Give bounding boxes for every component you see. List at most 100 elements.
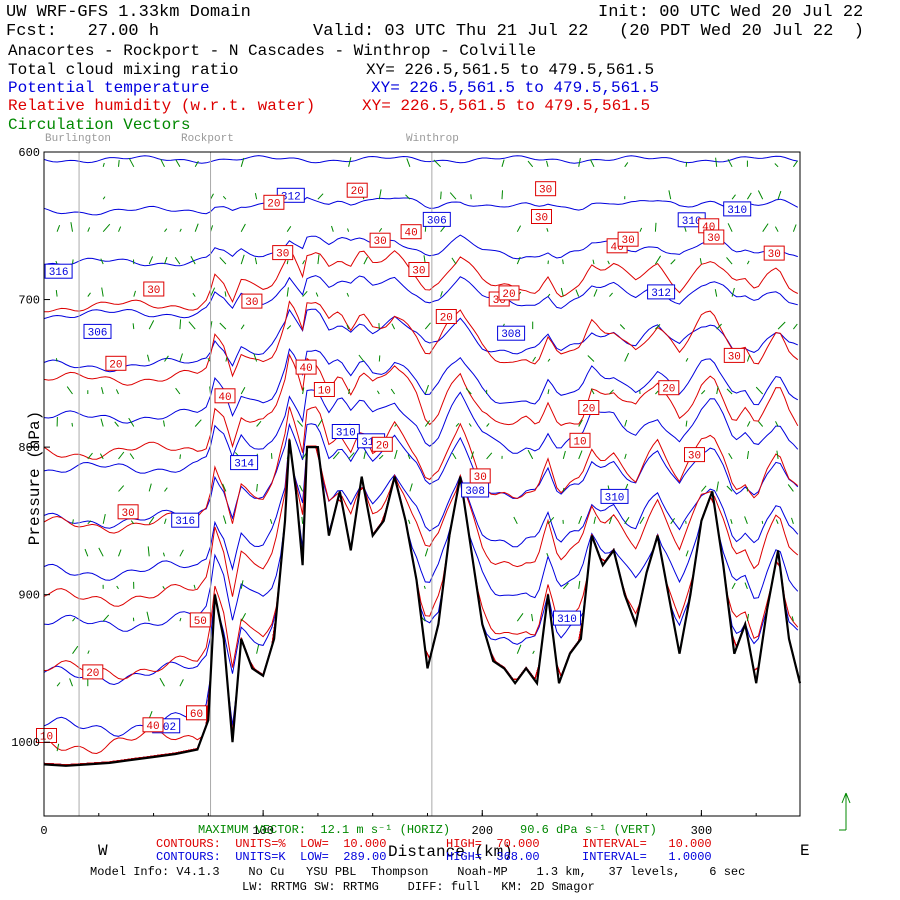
theta-contour-3 xyxy=(43,275,798,320)
rh-label-24: 30 xyxy=(535,181,557,197)
vector-arrow-181 xyxy=(468,423,472,427)
vector-arrow-108 xyxy=(254,193,258,200)
rh-label-box xyxy=(369,232,391,248)
vector-arrow-297 xyxy=(777,321,786,330)
rh-label-box xyxy=(143,281,165,297)
vector-arrow-264 xyxy=(715,157,718,167)
rh-label-box xyxy=(469,468,491,484)
rh-label-12: 40 xyxy=(295,359,317,375)
vector-arrow-276 xyxy=(726,485,733,492)
vector-arrow-39 xyxy=(118,451,125,460)
vector-arrow-210 xyxy=(547,389,550,395)
vector-arrow-125 xyxy=(302,387,305,395)
vector-arrow-64 xyxy=(163,420,165,427)
rh-label-32: 30 xyxy=(703,229,725,245)
vector-arrow-136 xyxy=(332,451,340,460)
vector-arrow-12 xyxy=(72,617,76,622)
vector-arrow-31 xyxy=(102,513,106,524)
vector-arrow-225 xyxy=(589,159,595,168)
rh-label-box xyxy=(535,181,557,197)
theta-contour-high: HIGH= 368.00 xyxy=(446,850,540,864)
theta-contour-6 xyxy=(43,389,799,474)
vector-arrow-247 xyxy=(654,222,657,232)
vector-arrow-258 xyxy=(685,420,688,427)
vector-arrow-213 xyxy=(562,259,564,265)
vector-arrow-11 xyxy=(72,519,74,524)
vector-arrow-145 xyxy=(363,256,368,265)
vector-arrow-284 xyxy=(746,451,749,459)
vector-arrow-9 xyxy=(66,386,73,395)
vector-arrow-226 xyxy=(592,259,595,265)
vector-arrow-303 xyxy=(793,323,798,330)
theta-label-text: 312 xyxy=(651,288,671,300)
rh-label-text: 20 xyxy=(376,440,389,452)
theta-label-box xyxy=(497,325,526,341)
vector-arrow-155 xyxy=(390,388,396,395)
vector-arrow-99 xyxy=(222,515,227,524)
legend-vector-label: Circulation Vectors xyxy=(8,116,191,134)
town-lines xyxy=(78,152,433,816)
vector-arrow-222 xyxy=(578,450,583,460)
vector-arrow-80 xyxy=(194,160,199,168)
vector-arrow-106 xyxy=(240,580,244,589)
vector-arrow-69 xyxy=(159,677,165,687)
rh-label-box xyxy=(295,359,317,375)
rh-label-box xyxy=(105,355,127,371)
rh-label-5: 40 xyxy=(142,717,164,733)
rh-label-box xyxy=(658,380,680,396)
vector-arrow-293 xyxy=(761,520,764,524)
vector-arrow-121 xyxy=(286,325,292,330)
vector-arrow-143 xyxy=(348,452,355,460)
vector-arrow-202 xyxy=(527,449,534,460)
reference-vector xyxy=(839,792,851,831)
vector-arrow-83 xyxy=(192,292,196,297)
rh-label-30: 30 xyxy=(684,447,705,463)
vector-arrow-139 xyxy=(346,292,350,297)
vector-arrow-169 xyxy=(423,585,426,589)
vector-arrow-160 xyxy=(407,454,411,460)
rh-label-text: 40 xyxy=(218,392,231,404)
theta-contour-info: CONTOURS: UNITS=K LOW= 289.00 xyxy=(156,850,387,864)
max-vector-horiz: MAXIMUM VECTOR: 12.1 m s⁻¹ (HORIZ) xyxy=(198,823,451,837)
town-label-winthrop: Winthrop xyxy=(406,133,459,145)
vector-arrow-53 xyxy=(148,320,155,330)
vector-arrow-96 xyxy=(219,322,227,330)
rh-label-text: 10 xyxy=(40,732,53,744)
rh-contour-1 xyxy=(43,300,799,386)
theta-label-13: 312 xyxy=(647,284,676,300)
vector-arrow-28 xyxy=(101,387,104,395)
rh-label-22: 20 xyxy=(498,285,520,301)
vector-arrow-270 xyxy=(731,194,736,200)
vector-arrow-208 xyxy=(547,293,551,297)
rh-contour-3 xyxy=(43,406,799,534)
vector-arrow-178 xyxy=(451,452,457,460)
vector-arrow-131 xyxy=(317,254,320,265)
vector-arrow-15 xyxy=(87,227,91,232)
rh-label-text: 40 xyxy=(404,228,417,240)
rh-label-20: 30 xyxy=(469,468,491,484)
theta-label-text: 316 xyxy=(49,267,69,279)
theta-label-1: 306 xyxy=(83,323,112,339)
theta-label-14: 310 xyxy=(677,212,706,228)
vector-arrow-98 xyxy=(222,483,227,492)
rh-label-17: 40 xyxy=(400,224,422,240)
vector-arrow-239 xyxy=(624,352,630,362)
rh-label-box xyxy=(186,705,207,721)
vector-arrow-36 xyxy=(118,226,122,232)
theta-label-3: 316 xyxy=(171,512,200,528)
vector-arrow-223 xyxy=(578,515,583,524)
rh-label-box xyxy=(272,245,294,261)
vector-arrow-68 xyxy=(162,586,165,590)
vector-arrow-153 xyxy=(378,454,384,460)
vector-arrow-168 xyxy=(424,548,429,557)
theta-label-text: 306 xyxy=(427,215,447,227)
vector-arrow-30 xyxy=(99,453,104,460)
vector-arrow-209 xyxy=(547,358,551,362)
rh-label-text: 20 xyxy=(351,186,364,198)
theta-label-text: 312 xyxy=(281,191,301,203)
rh-label-10: 30 xyxy=(272,245,294,261)
rh-label-text: 30 xyxy=(412,266,425,278)
rh-label-box xyxy=(241,293,263,309)
vector-arrow-70 xyxy=(175,159,181,168)
vector-arrow-111 xyxy=(256,420,262,427)
